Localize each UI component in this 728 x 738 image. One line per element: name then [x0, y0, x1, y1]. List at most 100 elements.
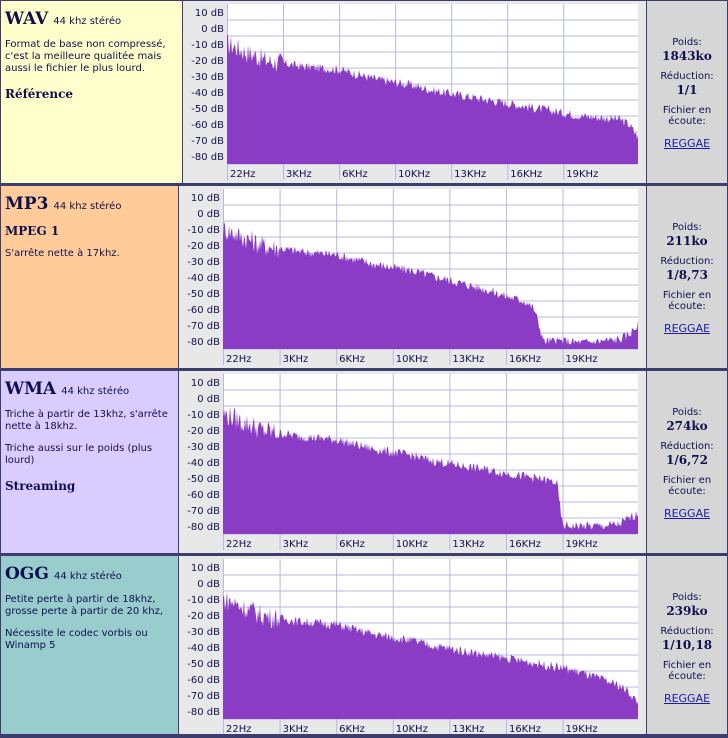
spectrum-chart: 10 dB 0 dB -10 dB -20 dB -30 dB -40 dB -50 dB -… [179, 186, 646, 368]
reduction-label: Réduction: [660, 441, 714, 452]
y-tick-label: -70 dB [191, 136, 224, 147]
spectrum-chart: 10 dB 0 dB -10 dB -20 dB -30 dB -40 dB -50 dB -… [179, 371, 646, 553]
poids-label: Poids: [672, 222, 702, 233]
description: Triche à partir de 13khz, s'arrête nette… [5, 409, 168, 432]
bold-note: MPEG 1 [5, 224, 60, 238]
format-subtitle: 44 khz stéréo [53, 201, 122, 212]
spectrum-svg: 10 dB 0 dB -10 dB -20 dB -30 dB -40 dB -50 dB -… [191, 4, 638, 180]
y-tick-label: -40 dB [187, 273, 220, 284]
spectrum-svg: 10 dB 0 dB -10 dB -20 dB -30 dB -40 dB -50 dB -… [187, 189, 638, 365]
y-tick-label: 0 dB [197, 394, 220, 405]
format-title: WAV 44 khz stéréo [5, 9, 178, 29]
y-tick-label: -20 dB [191, 56, 224, 67]
y-tick-label: -20 dB [187, 611, 220, 622]
y-tick-label: -60 dB [187, 305, 220, 316]
poids-value: 239ko [666, 604, 708, 618]
x-tick-label: 10KHz [398, 169, 430, 180]
y-tick-label: -60 dB [191, 120, 224, 131]
y-tick-label: -60 dB [187, 675, 220, 686]
description: S'arrête nette à 17khz. [5, 248, 120, 259]
y-tick-label: -50 dB [187, 474, 220, 485]
spectrum-chart: 10 dB 0 dB -10 dB -20 dB -30 dB -40 dB -50 dB -… [179, 556, 646, 735]
description: Petite perte à partir de 18khz, grosse p… [5, 594, 163, 617]
y-tick-label: -80 dB [187, 522, 220, 533]
reduction-value: 1/6,72 [666, 453, 708, 467]
y-tick-label: -30 dB [187, 257, 220, 268]
listen-link[interactable]: REGGAE [663, 507, 711, 520]
x-tick-label: 22Hz [226, 724, 252, 734]
reduction-label: Réduction: [660, 71, 714, 82]
y-tick-label: -30 dB [187, 627, 220, 638]
y-tick-label: -10 dB [187, 595, 220, 606]
x-tick-label: 19KHz [566, 724, 598, 734]
listen-link[interactable]: REGGAE [663, 322, 711, 335]
y-tick-label: -50 dB [187, 289, 220, 300]
spectrum-chart: 10 dB 0 dB -10 dB -20 dB -30 dB -40 dB -50 dB -… [183, 1, 646, 183]
poids-value: 274ko [666, 419, 708, 433]
y-tick-label: -40 dB [187, 458, 220, 469]
spectrum-area [223, 221, 638, 349]
ogg-row: OGG 44 khz stéréo Petite perte à partir … [0, 555, 728, 735]
format-subtitle: 44 khz stéréo [61, 386, 130, 397]
y-tick-label: -20 dB [187, 426, 220, 437]
y-tick-label: -70 dB [187, 506, 220, 517]
x-tick-label: 6KHz [339, 539, 365, 550]
format-info: OGG 44 khz stéréo Petite perte à partir … [1, 556, 178, 734]
format-info: WAV 44 khz stéréo Format de base non com… [1, 1, 182, 183]
poids-value: 1843ko [662, 49, 712, 63]
y-tick-label: -10 dB [187, 225, 220, 236]
y-tick-label: -20 dB [187, 241, 220, 252]
description: Triche aussi sur le poids (plus lourd) [5, 443, 153, 466]
x-tick-label: 6KHz [339, 724, 365, 734]
y-tick-label: -30 dB [187, 442, 220, 453]
x-tick-label: 13KHz [452, 354, 484, 365]
format-name: MP3 [5, 194, 49, 214]
y-tick-label: 10 dB [191, 378, 220, 389]
spectrum-area [223, 406, 638, 534]
y-tick-label: 0 dB [201, 24, 224, 35]
poids-label: Poids: [672, 407, 702, 418]
listen-link[interactable]: REGGAE [663, 137, 711, 150]
y-tick-label: -70 dB [187, 691, 220, 702]
format-name: WMA [5, 379, 57, 399]
y-tick-label: -80 dB [191, 152, 224, 163]
reduction-value: 1/8,73 [666, 268, 708, 282]
x-tick-label: 19KHz [566, 169, 598, 180]
spectrum-svg: 10 dB 0 dB -10 dB -20 dB -30 dB -40 dB -50 dB -… [187, 559, 638, 735]
wma-row: WMA 44 khz stéréo Triche à partir de 13k… [0, 370, 728, 554]
x-tick-label: 13KHz [452, 539, 484, 550]
y-tick-label: -40 dB [187, 643, 220, 654]
x-tick-label: 16KHz [509, 354, 541, 365]
y-tick-label: -80 dB [187, 337, 220, 348]
format-name: WAV [5, 9, 49, 29]
reduction-value: 1/1 [676, 83, 698, 97]
format-info: WMA 44 khz stéréo Triche à partir de 13k… [1, 371, 178, 553]
listen-label: Fichier en écoute: [662, 475, 712, 497]
description: Format de base non compressé, c'est la m… [5, 39, 166, 74]
reduction-label: Réduction: [660, 626, 714, 637]
format-title: MP3 44 khz stéréo [5, 194, 174, 214]
x-tick-label: 6KHz [339, 354, 365, 365]
y-tick-label: 0 dB [197, 209, 220, 220]
y-tick-label: -10 dB [191, 40, 224, 51]
format-subtitle: 44 khz stéréo [53, 571, 122, 582]
stats-panel: Poids: 211ko Réduction: 1/8,73 Fichier e… [647, 186, 727, 368]
y-tick-label: 10 dB [195, 8, 224, 19]
x-tick-label: 16KHz [510, 169, 542, 180]
stats-panel: Poids: 1843ko Réduction: 1/1 Fichier en … [647, 1, 727, 183]
x-tick-label: 13KHz [452, 724, 484, 734]
spectrum-svg: 10 dB 0 dB -10 dB -20 dB -30 dB -40 dB -50 dB -… [187, 374, 638, 550]
listen-link[interactable]: REGGAE [663, 692, 711, 705]
y-tick-label: -40 dB [191, 88, 224, 99]
y-tick-label: 0 dB [197, 579, 220, 590]
y-tick-label: 10 dB [191, 563, 220, 574]
x-tick-label: 19KHz [566, 354, 598, 365]
x-tick-label: 10KHz [396, 724, 428, 734]
poids-label: Poids: [672, 592, 702, 603]
poids-value: 211ko [666, 234, 708, 248]
reduction-label: Réduction: [660, 256, 714, 267]
format-subtitle: 44 khz stéréo [53, 16, 122, 27]
stats-panel: Poids: 239ko Réduction: 1/10,18 Fichier … [647, 556, 727, 734]
y-tick-label: -70 dB [187, 321, 220, 332]
description: Nécessite le codec vorbis ou Winamp 5 [5, 628, 148, 651]
